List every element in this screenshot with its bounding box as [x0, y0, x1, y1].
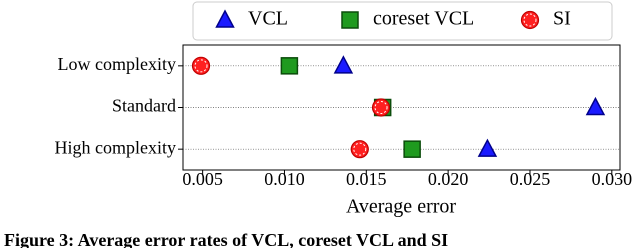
data-point	[280, 57, 299, 75]
marker-ring	[523, 13, 537, 27]
data-point	[585, 96, 606, 116]
legend-marker	[341, 11, 359, 29]
data-point	[333, 55, 354, 74]
x-tick-label: 0.015	[346, 169, 387, 189]
y-tick-label: Standard	[112, 96, 176, 116]
legend-label: SI	[553, 8, 571, 30]
caption: Figure 3: Average error rates of VCL, co…	[4, 230, 448, 248]
marker-ring	[374, 101, 388, 114]
legend-marker	[215, 9, 235, 28]
legend-label: coreset VCL	[373, 8, 474, 30]
marker-ring	[194, 59, 208, 73]
legend-label: VCL	[248, 8, 288, 30]
y-tick-label: High complexity	[55, 137, 176, 157]
data-point	[477, 138, 498, 157]
marker-ring	[353, 142, 367, 156]
x-tick-label: 0.030	[592, 169, 633, 189]
x-tick-label: 0.010	[264, 169, 305, 189]
y-tick-label: Low complexity	[58, 54, 176, 74]
x-tick-label: 0.005	[182, 169, 223, 189]
data-point	[403, 140, 421, 158]
x-tick-label: 0.025	[510, 169, 551, 189]
x-tick-label: 0.020	[428, 169, 469, 189]
x-axis-label: Average error	[346, 196, 456, 218]
legend-box	[192, 1, 613, 41]
